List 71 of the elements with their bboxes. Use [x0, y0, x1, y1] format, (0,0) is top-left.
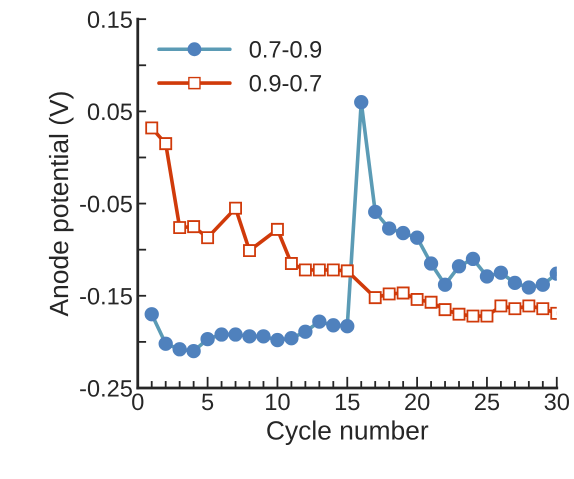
- point: [186, 344, 201, 358]
- point: [438, 303, 452, 316]
- y-axis-title: Anode potential (V): [48, 92, 74, 316]
- point: [284, 257, 298, 270]
- point: [508, 276, 522, 290]
- point: [396, 286, 410, 300]
- point: [187, 220, 200, 234]
- point: [508, 302, 522, 316]
- point: [410, 293, 424, 306]
- point: [368, 204, 382, 220]
- point: [452, 259, 466, 274]
- point: [312, 314, 326, 329]
- point: [312, 264, 326, 276]
- y-tick-label: -0.05: [80, 196, 132, 212]
- point: [270, 332, 285, 348]
- point: [326, 318, 340, 332]
- point: [494, 299, 508, 312]
- point: [229, 202, 242, 215]
- point: [172, 342, 187, 356]
- point: [382, 287, 396, 300]
- point: [466, 310, 480, 323]
- point: [145, 122, 158, 134]
- point: [201, 231, 214, 244]
- point: [158, 336, 173, 351]
- point: [243, 244, 256, 258]
- point: [368, 291, 382, 304]
- point: [424, 296, 438, 309]
- point: [480, 269, 494, 284]
- point: [284, 331, 299, 346]
- y-tick-label: -0.25: [80, 380, 132, 397]
- point: [228, 327, 243, 342]
- point: [410, 230, 424, 245]
- point: [438, 278, 452, 292]
- point: [522, 280, 536, 295]
- point: [340, 319, 354, 334]
- x-tick-label: 25: [475, 393, 500, 410]
- point: [452, 308, 466, 321]
- point: [382, 221, 396, 236]
- y-tick-label: -0.15: [80, 288, 132, 305]
- point: [242, 329, 257, 344]
- point: [256, 329, 271, 344]
- point: [298, 264, 312, 276]
- point: [214, 327, 229, 342]
- legend-label: 0.9-0.7: [250, 74, 322, 92]
- point: [144, 307, 159, 322]
- legend-label: 0.7-0.9: [250, 41, 322, 58]
- point: [159, 137, 172, 150]
- x-tick-label: 5: [202, 394, 214, 410]
- x-tick-label: 15: [336, 394, 360, 410]
- point: [173, 221, 186, 234]
- point: [326, 264, 340, 276]
- x-tick-label: 0: [132, 393, 144, 410]
- x-axis-title: Cycle number: [267, 420, 428, 446]
- point: [200, 332, 215, 346]
- point: [480, 310, 494, 323]
- x-tick-label: 10: [266, 393, 290, 410]
- point: [354, 94, 368, 110]
- y-tick-label: 0.05: [88, 103, 132, 120]
- point: [298, 324, 313, 339]
- point: [522, 299, 536, 312]
- point: [340, 264, 354, 278]
- point: [536, 302, 550, 316]
- point: [466, 252, 480, 266]
- y-tick-label: 0.15: [88, 11, 132, 28]
- point: [270, 222, 284, 236]
- point: [424, 256, 438, 271]
- point: [536, 278, 550, 292]
- point: [494, 266, 508, 280]
- x-tick-label: 20: [405, 393, 430, 410]
- x-tick-label: 30: [544, 393, 569, 410]
- point: [396, 226, 410, 240]
